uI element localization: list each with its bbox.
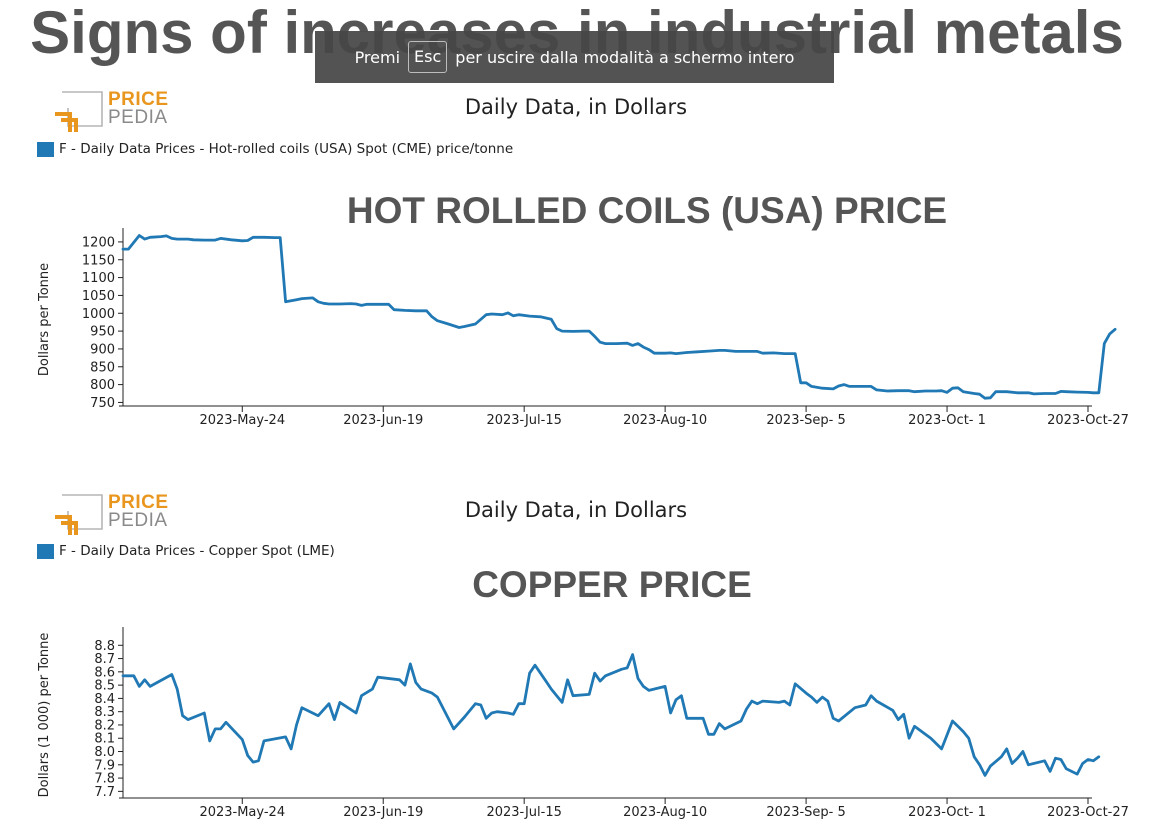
y-tick-label: 8.0 — [94, 745, 115, 760]
pricepedia-logo: PRICE PEDIA — [52, 491, 182, 539]
y-tick-label: 750 — [90, 396, 115, 411]
legend-label: F - Daily Data Prices - Copper Spot (LME… — [59, 543, 335, 559]
y-tick-label: 1050 — [82, 289, 115, 304]
y-tick-label: 7.9 — [94, 758, 115, 773]
notice-text-after: per uscire dalla modalità a schermo inte… — [455, 47, 795, 67]
legend-swatch — [37, 543, 54, 559]
esc-key-hint[interactable]: Esc — [408, 41, 448, 73]
x-tick-label: 2023-Aug-10 — [623, 805, 707, 820]
x-tick-label: 2023-Jul-15 — [486, 413, 561, 428]
logo-word-price: PRICE — [108, 492, 169, 513]
y-tick-label: 8.3 — [94, 705, 115, 720]
y-tick-label: 1100 — [82, 271, 115, 286]
y-tick-label: 850 — [90, 360, 115, 375]
logo-mark-icon — [55, 494, 103, 535]
chart-caption: Daily Data, in Dollars — [464, 95, 688, 119]
x-tick-label: 2023-Sep- 5 — [766, 413, 845, 428]
logo-word-pedia: PEDIA — [108, 510, 168, 531]
x-tick-label: 2023-Oct-27 — [1047, 413, 1129, 428]
x-tick-label: 2023-Oct-27 — [1047, 805, 1129, 820]
notice-text-before: Premi — [354, 47, 401, 67]
y-axis-label: Dollars per Tonne — [37, 263, 52, 376]
x-tick-label: 2023-Oct- 1 — [908, 805, 986, 820]
x-tick-label: 2023-Jul-15 — [486, 805, 561, 820]
y-tick-label: 7.8 — [94, 772, 115, 787]
y-tick-label: 1150 — [82, 253, 115, 268]
y-tick-label: 950 — [90, 325, 115, 340]
legend-swatch — [37, 141, 54, 157]
x-tick-label: 2023-Oct- 1 — [908, 413, 986, 428]
x-tick-label: 2023-May-24 — [199, 413, 285, 428]
series-line — [121, 234, 1117, 400]
y-tick-label: 7.7 — [94, 785, 115, 800]
logo-word-pedia: PEDIA — [108, 107, 168, 128]
y-tick-label: 8.7 — [94, 652, 115, 667]
x-tick-label: 2023-Jun-19 — [343, 805, 423, 820]
y-axis-label: Dollars (1 000) per Tonne — [37, 633, 52, 798]
x-tick-label: 2023-May-24 — [199, 805, 285, 820]
chart-panel-hot-rolled-coils: PRICE PEDIA Daily Data, in Dollars F - D… — [37, 88, 1129, 428]
x-tick-label: 2023-Jun-19 — [343, 413, 423, 428]
legend-label: F - Daily Data Prices - Hot-rolled coils… — [59, 141, 514, 157]
logo-mark-icon — [55, 91, 103, 132]
y-tick-label: 8.5 — [94, 679, 115, 694]
chart-title: COPPER PRICE — [472, 564, 752, 605]
series-line — [121, 653, 1101, 777]
y-tick-label: 900 — [90, 342, 115, 357]
y-tick-label: 8.1 — [94, 732, 115, 747]
chart-title: HOT ROLLED COILS (USA) PRICE — [346, 190, 948, 231]
y-tick-label: 800 — [90, 378, 115, 393]
pricepedia-logo: PRICE PEDIA — [52, 88, 182, 136]
y-tick-label: 8.2 — [94, 718, 115, 733]
y-tick-label: 8.4 — [94, 692, 115, 707]
logo-word-price: PRICE — [108, 89, 169, 110]
y-tick-label: 1200 — [82, 235, 115, 250]
y-tick-label: 8.8 — [94, 639, 115, 654]
hot-rolled-coils-line-chart: 750 800 850 900 950 1000 1050 1100 1150 1200 2023-… — [37, 228, 1129, 428]
chart-caption: Daily Data, in Dollars — [464, 498, 688, 522]
chart-legend[interactable]: F - Daily Data Prices - Hot-rolled coils… — [37, 141, 513, 157]
y-tick-label: 8.6 — [94, 665, 115, 680]
x-tick-label: 2023-Sep- 5 — [766, 805, 845, 820]
x-tick-label: 2023-Aug-10 — [623, 413, 707, 428]
chart-legend[interactable]: F - Daily Data Prices - Copper Spot (LME… — [37, 543, 335, 559]
fullscreen-exit-notice: Premi Esc per uscire dalla modalità a sc… — [315, 31, 834, 83]
y-tick-label: 1000 — [82, 307, 115, 322]
